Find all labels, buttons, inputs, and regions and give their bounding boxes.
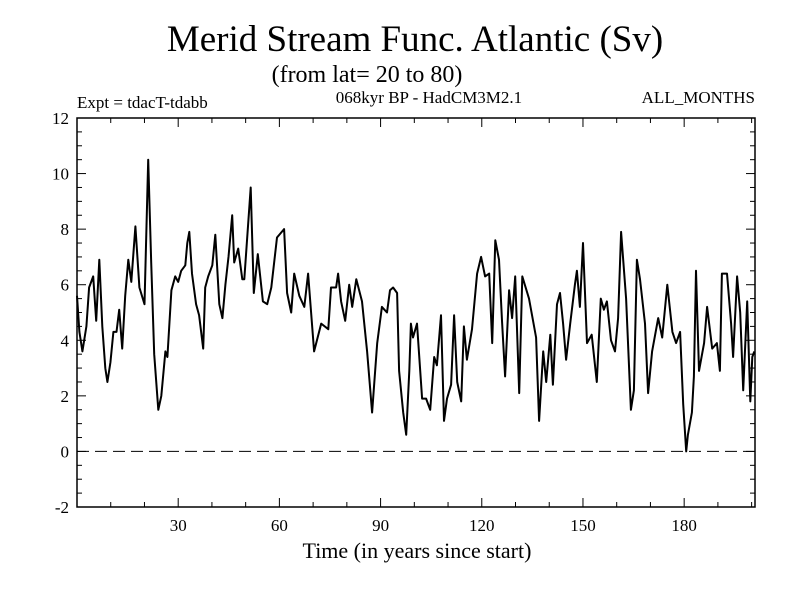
chart-subtitle: (from lat= 20 to 80): [272, 62, 463, 88]
axes: -2 0 2 4 6 8 10 12 30 60 90 120 150 180: [52, 109, 755, 535]
x-tick-label: 60: [271, 516, 288, 535]
y-tick-label: 10: [52, 165, 69, 184]
x-tick-label: 90: [372, 516, 389, 535]
experiment-label: Expt = tdacT-tdabb: [77, 93, 208, 112]
y-tick-label: 8: [61, 220, 70, 239]
y-tick-label: 6: [61, 276, 70, 295]
y-tick-label: -2: [55, 498, 69, 517]
chart-title: Merid Stream Func. Atlantic (Sv): [167, 19, 663, 60]
plot-frame: [76, 117, 756, 508]
y-tick-label: 4: [61, 331, 70, 350]
period-model-label: 068kyr BP - HadCM3M2.1: [336, 88, 522, 107]
x-tick-label: 30: [170, 516, 187, 535]
y-tick-label: 0: [61, 442, 70, 461]
y-tick-label: 12: [52, 109, 69, 128]
months-label: ALL_MONTHS: [642, 88, 755, 107]
x-tick-label: 180: [671, 516, 697, 535]
x-tick-label: 150: [570, 516, 596, 535]
x-tick-label: 120: [469, 516, 495, 535]
series-line: [76, 158, 756, 453]
y-tick-label: 2: [61, 387, 70, 406]
x-axis-label: Time (in years since start): [303, 538, 532, 563]
